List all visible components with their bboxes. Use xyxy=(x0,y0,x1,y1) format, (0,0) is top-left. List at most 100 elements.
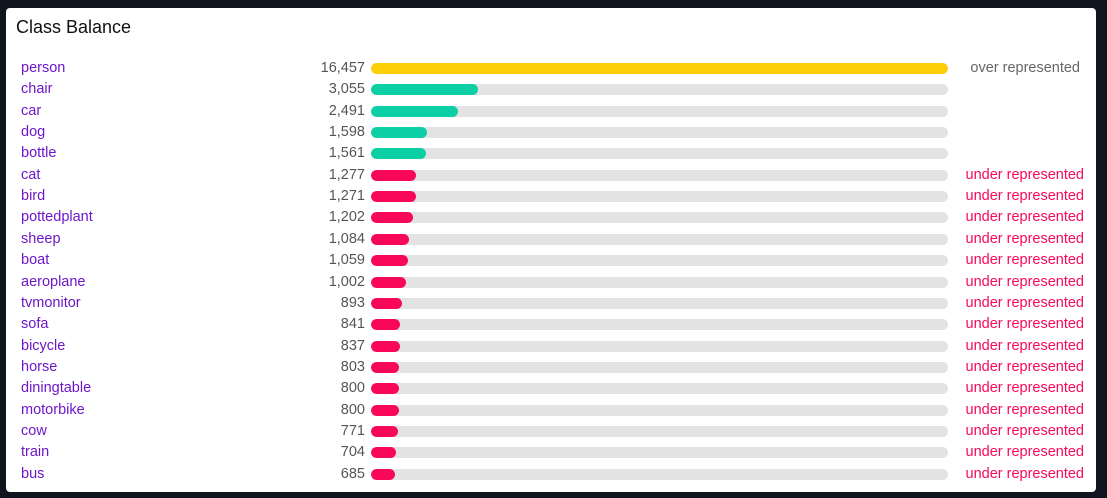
bar-track xyxy=(371,105,948,117)
class-name[interactable]: aeroplane xyxy=(21,273,86,290)
class-row: pottedplant 1,202 under represented xyxy=(6,207,1096,228)
status-label: under represented xyxy=(965,380,1085,397)
status-label: over represented xyxy=(970,60,1080,76)
bar-track xyxy=(371,233,948,245)
status-label: under represented xyxy=(965,252,1085,269)
class-name[interactable]: dog xyxy=(21,124,46,141)
class-row: aeroplane 1,002 under represented xyxy=(6,272,1096,293)
bar xyxy=(371,84,479,96)
bar-track xyxy=(371,212,948,224)
status-label: under represented xyxy=(965,166,1085,183)
bar-track xyxy=(371,425,948,437)
bar xyxy=(371,297,403,309)
bar-track xyxy=(371,191,948,203)
class-name[interactable]: person xyxy=(21,60,66,76)
bar xyxy=(371,447,396,459)
class-row: car 2,491 xyxy=(6,101,1096,122)
class-row: tvmonitor 893 under represented xyxy=(6,293,1096,314)
class-row: diningtable 800 under represented xyxy=(6,378,1096,399)
class-name[interactable]: cat xyxy=(21,166,41,183)
status-label: under represented xyxy=(965,230,1085,247)
class-name[interactable]: tvmonitor xyxy=(21,294,81,311)
status-label: under represented xyxy=(965,188,1085,205)
class-count: 2,491 xyxy=(328,102,365,119)
class-row: chair 3,055 xyxy=(6,79,1096,100)
class-row: bicycle 837 under represented xyxy=(6,336,1096,357)
class-name[interactable]: car xyxy=(21,102,42,119)
class-count: 16,457 xyxy=(320,60,365,76)
class-count: 841 xyxy=(340,316,365,333)
class-name[interactable]: boat xyxy=(21,252,50,269)
class-name[interactable]: bicycle xyxy=(21,337,66,354)
class-row: sofa 841 under represented xyxy=(6,314,1096,335)
class-row: cow 771 under represented xyxy=(6,421,1096,442)
bar xyxy=(371,383,400,395)
bar xyxy=(371,425,399,437)
status-label: under represented xyxy=(965,401,1085,418)
bar xyxy=(371,148,426,160)
bar xyxy=(371,361,400,373)
bar xyxy=(371,63,948,74)
class-name[interactable]: horse xyxy=(21,358,58,375)
class-name[interactable]: cow xyxy=(21,422,47,439)
class-name[interactable]: motorbike xyxy=(21,401,85,418)
class-row: sheep 1,084 under represented xyxy=(6,229,1096,250)
class-count: 1,002 xyxy=(328,273,365,290)
bar xyxy=(371,468,396,480)
bar-track xyxy=(371,276,948,288)
class-count: 1,271 xyxy=(328,188,365,205)
class-name[interactable]: sheep xyxy=(21,230,61,247)
bar-track xyxy=(371,255,948,267)
class-count: 3,055 xyxy=(328,81,365,98)
class-row: person 16,457 over represented xyxy=(6,58,1096,79)
bar xyxy=(371,276,407,288)
bar-track xyxy=(371,84,948,96)
bar-track xyxy=(371,468,948,480)
class-row: motorbike 800 under represented xyxy=(6,400,1096,421)
status-label: under represented xyxy=(965,273,1085,290)
class-row: horse 803 under represented xyxy=(6,357,1096,378)
status-label: under represented xyxy=(965,316,1085,333)
class-row: train 704 under represented xyxy=(6,442,1096,463)
panel-title: Class Balance xyxy=(16,17,132,37)
class-row: bus 685 under represented xyxy=(6,464,1096,485)
bar-track xyxy=(371,319,948,331)
class-row: boat 1,059 under represented xyxy=(6,250,1096,271)
class-count: 685 xyxy=(340,465,365,482)
class-count: 771 xyxy=(340,422,365,439)
bar-track xyxy=(371,361,948,373)
class-name[interactable]: sofa xyxy=(21,316,49,333)
class-count: 800 xyxy=(340,401,365,418)
class-name[interactable]: pottedplant xyxy=(21,209,93,226)
class-name[interactable]: train xyxy=(21,444,50,461)
class-count: 1,598 xyxy=(328,124,365,141)
status-label: under represented xyxy=(965,358,1085,375)
class-name[interactable]: diningtable xyxy=(21,380,92,397)
class-name[interactable]: chair xyxy=(21,81,53,98)
bar-track xyxy=(371,340,948,352)
class-count: 1,059 xyxy=(328,252,365,269)
bar-track xyxy=(371,148,948,160)
status-label: under represented xyxy=(965,465,1085,482)
class-name[interactable]: bird xyxy=(21,188,46,205)
bar xyxy=(371,105,459,117)
bar-track xyxy=(371,404,948,416)
bar-track xyxy=(371,127,948,139)
class-count: 1,277 xyxy=(328,166,365,183)
class-count: 800 xyxy=(340,380,365,397)
bar-track xyxy=(371,297,948,309)
class-name[interactable]: bus xyxy=(21,465,45,482)
class-count: 704 xyxy=(340,444,365,461)
status-label: under represented xyxy=(965,444,1085,461)
class-name[interactable]: bottle xyxy=(21,145,57,162)
class-row: dog 1,598 xyxy=(6,122,1096,143)
bar xyxy=(371,319,401,331)
class-count: 803 xyxy=(340,358,365,375)
class-balance-panel: Class Balance person 16,457 over represent… xyxy=(6,8,1096,492)
class-row: bottle 1,561 xyxy=(6,143,1096,164)
class-count: 837 xyxy=(340,337,365,354)
status-label: under represented xyxy=(965,422,1085,439)
class-count: 893 xyxy=(340,294,365,311)
bar xyxy=(371,233,409,245)
status-label: under represented xyxy=(965,337,1085,354)
